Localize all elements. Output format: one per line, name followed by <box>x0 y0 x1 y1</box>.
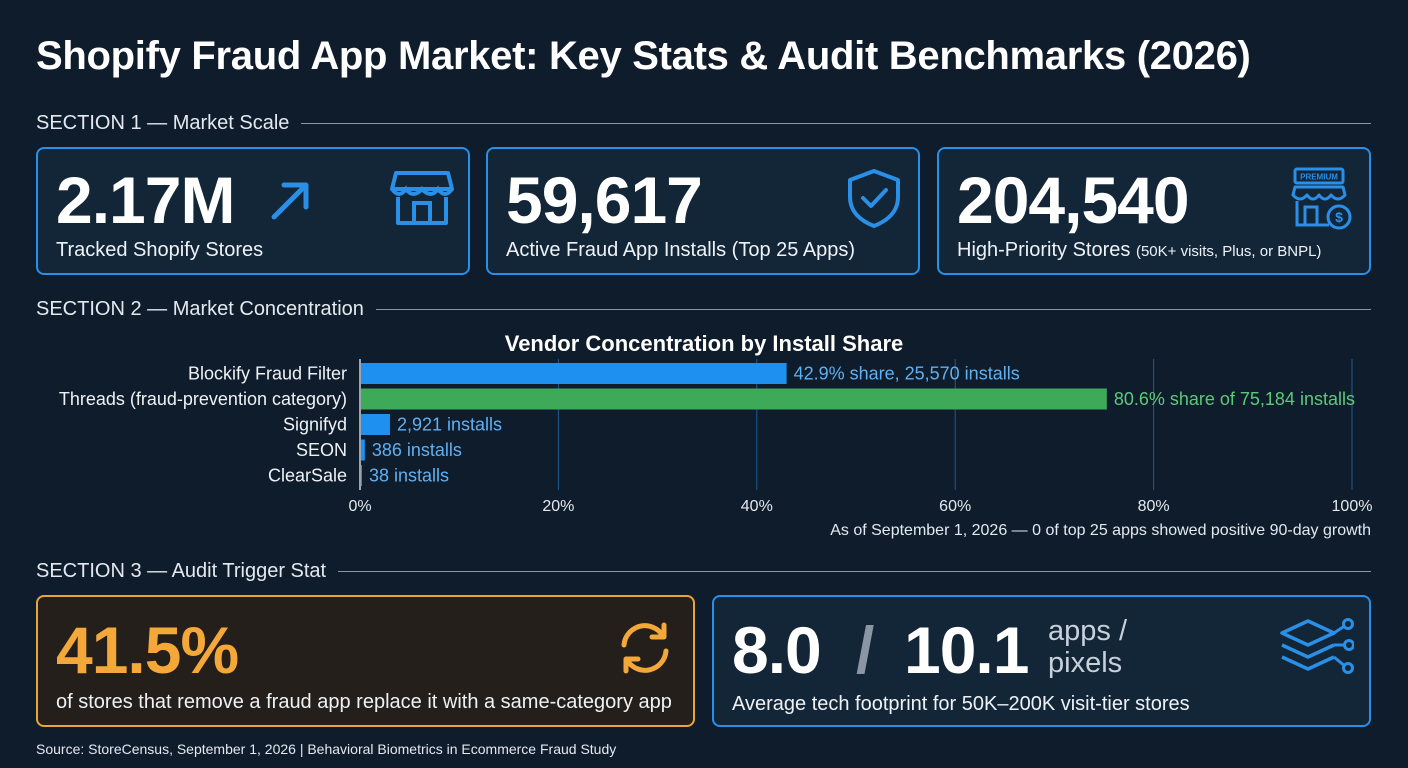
footprint-apps-value: 8.0 <box>732 613 822 687</box>
stat-card-high-priority: 204,540 PREMIUM $ High-Priority Stores (… <box>937 147 1371 275</box>
bar-data-label: 42.9% share, 25,570 installs <box>794 364 1020 384</box>
chart-title: Vendor Concentration by Install Share <box>505 331 904 356</box>
active-installs-value: 59,617 <box>506 163 703 237</box>
vendor-concentration-chart: Vendor Concentration by Install Share Bl… <box>59 331 1373 515</box>
section-2-label: SECTION 2 — Market Concentration <box>36 298 364 320</box>
storefront-icon <box>390 171 454 225</box>
x-tick-label: 40% <box>741 498 773 515</box>
category-label: Threads (fraud-prevention category) <box>59 389 347 409</box>
section-3-label: SECTION 3 — Audit Trigger Stat <box>36 560 327 582</box>
bar-data-label: 2,921 installs <box>397 415 502 435</box>
bar-data-label: 80.6% share of 75,184 installs <box>1114 389 1355 409</box>
source-footnote: Source: StoreCensus, September 1, 2026 |… <box>36 741 617 757</box>
bar <box>361 465 362 486</box>
tracked-stores-label: Tracked Shopify Stores <box>56 239 264 261</box>
bar <box>361 388 1107 410</box>
page-title: Shopify Fraud App Market: Key Stats & Au… <box>36 34 1251 78</box>
replacement-rate-label: of stores that remove a fraud app replac… <box>56 691 672 713</box>
bar <box>361 414 390 435</box>
svg-text:$: $ <box>1335 209 1343 225</box>
category-label: ClearSale <box>268 466 347 486</box>
replacement-rate-value: 41.5% <box>56 613 239 687</box>
high-priority-value: 204,540 <box>957 163 1190 237</box>
category-label: SEON <box>296 440 347 460</box>
stat-card-tech-footprint: 8.0 / 10.1 apps / pixels Average tech fo… <box>712 595 1371 727</box>
footprint-unit-pixels: pixels <box>1048 647 1123 679</box>
bar <box>361 363 787 384</box>
x-tick-label: 100% <box>1332 498 1373 515</box>
stat-card-active-installs: 59,617 Active Fraud App Installs (Top 25… <box>486 147 920 275</box>
stat-card-tracked-stores: 2.17M Tracked Shopify Stores <box>36 147 470 275</box>
footprint-pixels-value: 10.1 <box>904 613 1029 687</box>
bar-data-label: 386 installs <box>372 440 462 460</box>
section-3-divider <box>338 571 1371 572</box>
x-tick-label: 80% <box>1138 498 1170 515</box>
section-2-divider <box>375 309 1371 310</box>
layers-network-icon <box>1280 618 1354 674</box>
trend-up-arrow-icon <box>271 182 309 220</box>
premium-store-icon: PREMIUM $ <box>1291 167 1352 230</box>
section-1-label: SECTION 1 — Market Scale <box>36 112 290 134</box>
chart-note: As of September 1, 2026 — 0 of top 25 ap… <box>830 522 1371 539</box>
footprint-unit-apps: apps / <box>1048 615 1127 647</box>
high-priority-label: High-Priority Stores (50K+ visits, Plus,… <box>957 239 1321 262</box>
high-priority-label-detail: (50K+ visits, Plus, or BNPL) <box>1135 243 1322 260</box>
section-2-header: SECTION 2 — Market Concentration <box>36 298 1371 321</box>
high-priority-label-main: High-Priority Stores <box>957 239 1131 261</box>
section-1-divider <box>301 123 1371 124</box>
section-1-header: SECTION 1 — Market Scale <box>36 112 1371 135</box>
tracked-stores-value: 2.17M <box>56 163 235 237</box>
refresh-cycle-icon <box>621 622 669 674</box>
x-tick-label: 0% <box>348 498 371 515</box>
premium-badge-text: PREMIUM <box>1300 173 1338 182</box>
footprint-slash: / <box>856 613 874 687</box>
active-installs-label: Active Fraud App Installs (Top 25 Apps) <box>506 239 856 261</box>
category-label: Signifyd <box>283 415 347 435</box>
section-3-header: SECTION 3 — Audit Trigger Stat <box>36 560 1371 583</box>
stat-card-replacement-rate: 41.5% of stores that remove a fraud app … <box>36 595 695 727</box>
bar <box>361 439 365 461</box>
x-tick-label: 60% <box>939 498 971 515</box>
x-tick-label: 20% <box>542 498 574 515</box>
footprint-label: Average tech footprint for 50K–200K visi… <box>732 693 1190 715</box>
shield-check-icon <box>848 169 900 228</box>
category-label: Blockify Fraud Filter <box>188 364 347 384</box>
footprint-units: apps / pixels <box>1048 615 1127 679</box>
bar-data-label: 38 installs <box>369 466 449 486</box>
